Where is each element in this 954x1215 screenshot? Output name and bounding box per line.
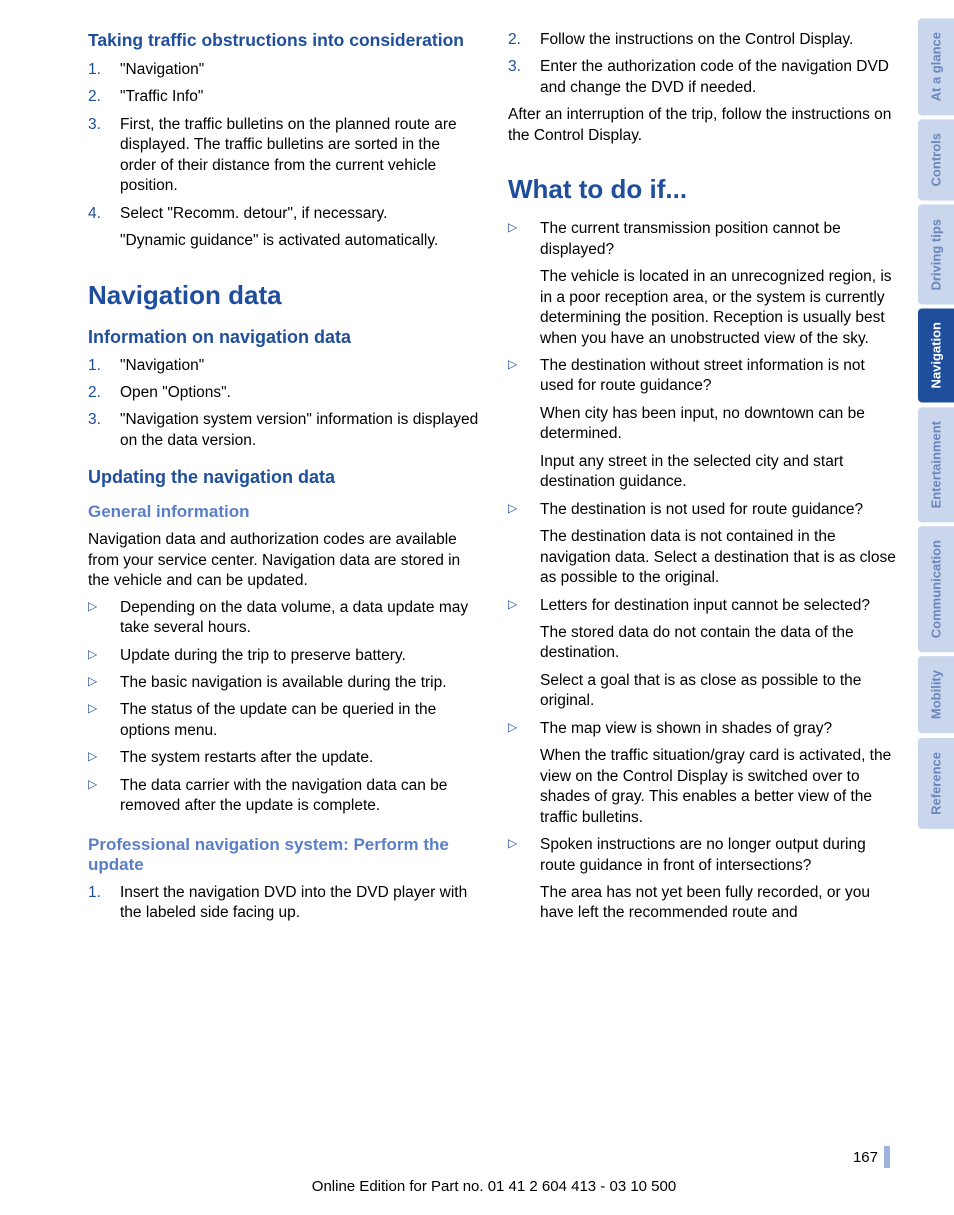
section-heading: Taking traffic obstructions into conside… bbox=[88, 30, 480, 52]
list-item: Open "Options". bbox=[88, 383, 480, 403]
list-item: Insert the navigation DVD into the DVD p… bbox=[88, 883, 480, 924]
footer-text: Online Edition for Part no. 01 41 2 604 … bbox=[88, 1178, 900, 1195]
subsection-heading: General information bbox=[88, 502, 480, 522]
tab-navigation[interactable]: Navigation bbox=[918, 308, 954, 402]
left-column: Taking traffic obstructions into conside… bbox=[88, 30, 480, 1146]
page-number-bar-icon bbox=[884, 1146, 890, 1168]
qa-answer: Input any street in the selected city an… bbox=[540, 452, 900, 493]
h1-heading: Navigation data bbox=[88, 280, 480, 311]
page-container: Taking traffic obstructions into conside… bbox=[0, 0, 954, 1215]
footer-area: 167 Online Edition for Part no. 01 41 2 … bbox=[88, 1146, 900, 1195]
list-item: The system restarts after the update. bbox=[88, 748, 480, 768]
qa-answer: Select a goal that is as close as possib… bbox=[540, 671, 900, 712]
page-number-text: 167 bbox=[853, 1149, 878, 1166]
paragraph: After an interruption of the trip, follo… bbox=[508, 105, 900, 146]
list-item: Depending on the data volume, a data upd… bbox=[88, 598, 480, 639]
qa-question: The destination without street informati… bbox=[540, 357, 865, 394]
list-item: Follow the instructions on the Control D… bbox=[508, 30, 900, 50]
two-column-layout: Taking traffic obstructions into conside… bbox=[88, 30, 900, 1146]
list-item: The status of the update can be queried … bbox=[88, 700, 480, 741]
qa-question: The map view is shown in shades of gray? bbox=[540, 720, 832, 737]
numbered-list-continued: Follow the instructions on the Control D… bbox=[508, 30, 900, 98]
list-item: Update during the trip to preserve batte… bbox=[88, 646, 480, 666]
list-item: Enter the authorization code of the navi… bbox=[508, 57, 900, 98]
qa-answer: The area has not yet been fully recorded… bbox=[540, 883, 900, 924]
subsection-heading: Professional navigation system: Perform … bbox=[88, 835, 480, 875]
tab-controls[interactable]: Controls bbox=[918, 119, 954, 200]
section-heading: Information on navigation data bbox=[88, 327, 480, 348]
qa-answer: When city has been input, no downtown ca… bbox=[540, 404, 900, 445]
qa-question: The destination is not used for route gu… bbox=[540, 501, 863, 518]
numbered-list: Insert the navigation DVD into the DVD p… bbox=[88, 883, 480, 924]
list-item: The basic navigation is available during… bbox=[88, 673, 480, 693]
tab-at-a-glance[interactable]: At a glance bbox=[918, 18, 954, 115]
qa-item: The destination is not used for route gu… bbox=[508, 500, 900, 589]
numbered-list: "Navigation" "Traffic Info" First, the t… bbox=[88, 60, 480, 252]
tab-communication[interactable]: Communication bbox=[918, 526, 954, 652]
tab-driving-tips[interactable]: Driving tips bbox=[918, 205, 954, 305]
numbered-list: "Navigation" Open "Options". "Navigation… bbox=[88, 356, 480, 452]
list-item-sub: "Dynamic guidance" is activated automati… bbox=[120, 231, 480, 251]
qa-item: The map view is shown in shades of gray?… bbox=[508, 719, 900, 828]
list-item: "Navigation system version" information … bbox=[88, 410, 480, 451]
qa-item: Letters for destination input cannot be … bbox=[508, 596, 900, 712]
qa-item: Spoken instructions are no longer output… bbox=[508, 835, 900, 924]
tab-mobility[interactable]: Mobility bbox=[918, 656, 954, 733]
qa-question: Spoken instructions are no longer output… bbox=[540, 836, 866, 873]
side-tabs: At a glance Controls Driving tips Naviga… bbox=[918, 0, 954, 1215]
page-number: 167 bbox=[853, 1146, 890, 1168]
content-area: Taking traffic obstructions into conside… bbox=[0, 0, 918, 1215]
list-item: First, the traffic bulletins on the plan… bbox=[88, 115, 480, 197]
qa-answer: When the traffic situation/gray card is … bbox=[540, 746, 900, 828]
qa-answer: The vehicle is located in an unrecognize… bbox=[540, 267, 900, 349]
qa-question: Letters for destination input cannot be … bbox=[540, 597, 870, 614]
h1-heading: What to do if... bbox=[508, 174, 900, 205]
list-item: "Traffic Info" bbox=[88, 87, 480, 107]
paragraph: Navigation data and authorization codes … bbox=[88, 530, 480, 591]
right-column: Follow the instructions on the Control D… bbox=[508, 30, 900, 1146]
qa-answer: The destination data is not contained in… bbox=[540, 527, 900, 588]
list-item: "Navigation" bbox=[88, 60, 480, 80]
qa-item: The current transmission position cannot… bbox=[508, 219, 900, 349]
list-item-text: Select "Recomm. detour", if necessary. bbox=[120, 205, 387, 222]
tab-entertainment[interactable]: Entertainment bbox=[918, 407, 954, 522]
tab-reference[interactable]: Reference bbox=[918, 738, 954, 829]
bullet-list: Depending on the data volume, a data upd… bbox=[88, 598, 480, 817]
list-item: "Navigation" bbox=[88, 356, 480, 376]
qa-item: The destination without street informati… bbox=[508, 356, 900, 493]
section-heading: Updating the navigation data bbox=[88, 467, 480, 488]
list-item: The data carrier with the navigation dat… bbox=[88, 776, 480, 817]
qa-question: The current transmission position cannot… bbox=[540, 220, 841, 257]
page-number-wrap: 167 bbox=[88, 1146, 900, 1168]
qa-list: The current transmission position cannot… bbox=[508, 219, 900, 924]
list-item: Select "Recomm. detour", if necessary. "… bbox=[88, 204, 480, 252]
qa-answer: The stored data do not contain the data … bbox=[540, 623, 900, 664]
